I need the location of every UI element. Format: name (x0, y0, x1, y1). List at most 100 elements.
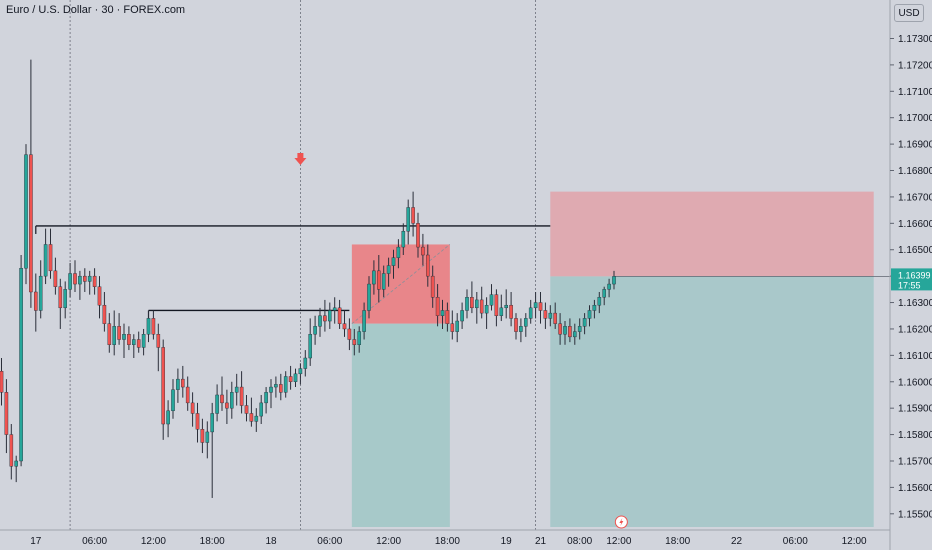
candle-body[interactable] (171, 389, 175, 412)
candle-body[interactable] (577, 326, 582, 332)
candle-body[interactable] (612, 276, 616, 285)
candle-body[interactable] (19, 268, 23, 462)
candle-body[interactable] (14, 460, 19, 467)
candle-body[interactable] (582, 318, 587, 327)
candle-body[interactable] (166, 410, 170, 425)
candle-body[interactable] (298, 368, 303, 375)
candle-body[interactable] (97, 286, 102, 306)
candle-body[interactable] (92, 275, 97, 287)
candle-body[interactable] (141, 334, 146, 348)
candle-body[interactable] (416, 223, 420, 248)
candle-body[interactable] (489, 294, 494, 306)
candle-body[interactable] (470, 297, 474, 309)
candle-body[interactable] (122, 334, 126, 340)
candle-body[interactable] (73, 273, 77, 285)
candle-body[interactable] (323, 315, 327, 322)
candle-body[interactable] (9, 434, 14, 467)
candle-body[interactable] (372, 270, 376, 285)
candle-body[interactable] (504, 304, 509, 309)
candle-body[interactable] (538, 302, 543, 311)
candle-body[interactable] (367, 283, 371, 311)
candle-body[interactable] (303, 357, 308, 369)
candle-body[interactable] (205, 431, 210, 443)
candle-body[interactable] (78, 275, 82, 285)
candle-body[interactable] (465, 297, 469, 311)
candle-body[interactable] (127, 334, 131, 345)
currency-button[interactable]: USD (894, 4, 924, 22)
candle-body[interactable] (53, 270, 58, 287)
candle-body[interactable] (48, 244, 53, 272)
candle-body[interactable] (87, 275, 92, 282)
candle-body[interactable] (254, 415, 259, 422)
down-arrow-icon[interactable] (294, 152, 307, 165)
candle-body[interactable] (543, 310, 548, 319)
candle-body[interactable] (161, 347, 166, 425)
candle-body[interactable] (499, 307, 504, 316)
candle-body[interactable] (68, 273, 72, 290)
candle-body[interactable] (244, 405, 249, 414)
candle-body[interactable] (274, 384, 278, 388)
candle-body[interactable] (411, 207, 415, 224)
candle-body[interactable] (190, 402, 195, 414)
candle-body[interactable] (259, 402, 264, 417)
candle-body[interactable] (308, 334, 313, 359)
candle-body[interactable] (337, 307, 342, 324)
candle-body[interactable] (38, 275, 43, 311)
target-zone[interactable] (351, 323, 450, 527)
candle-body[interactable] (239, 386, 244, 406)
candle-body[interactable] (563, 326, 567, 335)
candle-body[interactable] (151, 318, 156, 335)
candle-body[interactable] (587, 310, 592, 319)
candle-body[interactable] (514, 318, 518, 332)
candle-body[interactable] (475, 299, 479, 309)
candle-body[interactable] (342, 323, 347, 330)
candle-body[interactable] (528, 307, 533, 319)
candle-body[interactable] (185, 386, 190, 404)
candle-body[interactable] (377, 270, 381, 290)
candle-body[interactable] (136, 339, 141, 348)
candle-body[interactable] (234, 386, 239, 393)
candle-body[interactable] (176, 378, 180, 390)
candle-body[interactable] (288, 376, 293, 382)
candle-body[interactable] (347, 328, 352, 340)
target-zone[interactable] (550, 276, 874, 527)
candle-body[interactable] (450, 323, 455, 332)
candle-body[interactable] (509, 304, 513, 319)
candle-body[interactable] (283, 376, 288, 393)
candle-body[interactable] (215, 394, 219, 414)
candle-body[interactable] (264, 392, 268, 404)
candle-body[interactable] (396, 246, 401, 258)
candle-body[interactable] (220, 394, 224, 404)
candle-body[interactable] (156, 334, 161, 348)
candle-body[interactable] (82, 275, 87, 282)
candle-body[interactable] (293, 373, 298, 382)
candle-body[interactable] (146, 318, 151, 335)
candle-body[interactable] (24, 154, 28, 269)
candle-body[interactable] (484, 304, 489, 314)
candle-body[interactable] (386, 265, 391, 274)
candle-body[interactable] (558, 323, 562, 335)
candle-body[interactable] (0, 371, 4, 393)
candle-body[interactable] (421, 246, 425, 256)
candle-body[interactable] (269, 386, 273, 393)
candle-body[interactable] (63, 289, 67, 309)
candle-body[interactable] (313, 326, 317, 335)
candle-body[interactable] (352, 339, 357, 345)
candle-body[interactable] (440, 310, 445, 316)
candle-body[interactable] (210, 413, 215, 433)
candle-body[interactable] (200, 429, 205, 443)
candle-body[interactable] (430, 275, 435, 298)
candle-body[interactable] (406, 207, 411, 232)
candle-body[interactable] (43, 244, 48, 277)
candle-body[interactable] (573, 331, 577, 338)
stop-zone[interactable] (550, 191, 874, 277)
candle-body[interactable] (553, 312, 557, 324)
candle-body[interactable] (131, 339, 136, 345)
candle-body[interactable] (229, 392, 234, 409)
candle-body[interactable] (102, 304, 107, 324)
candle-body[interactable] (401, 231, 406, 248)
candle-body[interactable] (4, 392, 9, 435)
candle-body[interactable] (357, 331, 362, 345)
candle-body[interactable] (426, 254, 430, 277)
